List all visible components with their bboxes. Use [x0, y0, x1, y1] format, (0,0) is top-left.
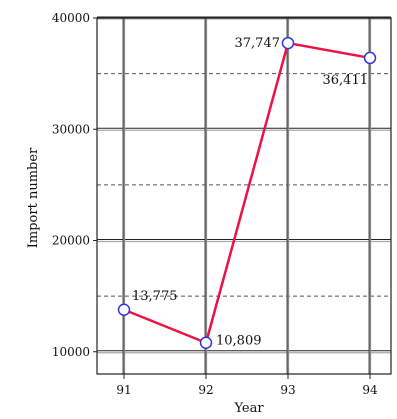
- data-point-91: [117, 303, 131, 317]
- plot-area-frame: [96, 17, 392, 375]
- x-tick-label: 94: [362, 383, 378, 397]
- y-tick-label: 40000: [52, 11, 90, 25]
- data-point-93: [281, 36, 295, 50]
- axis-layer: 10000 20000 30000 40000 91 92 93 94 Year Import n…: [26, 11, 392, 416]
- x-axis-title: Year: [233, 401, 264, 414]
- y-tick-label: 20000: [52, 234, 90, 248]
- data-point-94: [363, 51, 377, 65]
- data-label-94: 36,411: [323, 73, 369, 88]
- data-label-91: 13,775: [132, 289, 178, 304]
- y-tick-label: 30000: [52, 122, 90, 136]
- x-tick-label: 93: [280, 383, 295, 397]
- series-line: [123, 41, 371, 344]
- y-axis-title: Import number: [26, 147, 41, 248]
- x-tick-label: 91: [116, 383, 131, 397]
- data-label-92: 10,809: [216, 334, 262, 349]
- y-tick-label: 10000: [52, 345, 90, 359]
- data-point-92: [199, 336, 213, 349]
- label-layer: 13,775 10,809 37,747 36,411: [132, 36, 368, 349]
- data-label-93: 37,747: [235, 36, 281, 51]
- grid-layer: [97, 16, 391, 374]
- series-layer: [117, 36, 377, 349]
- x-tick-label: 92: [198, 383, 213, 397]
